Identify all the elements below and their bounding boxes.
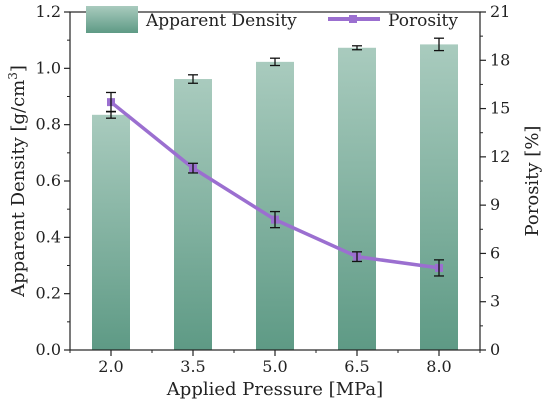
y-right-tick-label-21: 21	[490, 2, 510, 21]
y-right-tick-label-18: 18	[490, 50, 510, 69]
bar-errorbars-layer	[106, 37, 444, 119]
porosity-errorbar-8.0	[434, 259, 444, 277]
density-errorbar-5.0	[270, 57, 280, 67]
density-bar-8.0	[420, 44, 458, 351]
y-left-tick-label-0.0: 0.0	[36, 340, 61, 359]
y-right-tick-label-15: 15	[490, 99, 510, 118]
axes-layer: 2.0 3.5 5.0 6.5 8.0 0.0 0.2 0.4 0.6 0.8 1.0 1.2 0 3 6 9…	[36, 2, 511, 376]
x-tick-label-6.5: 6.5	[344, 357, 369, 376]
y-left-tick-label-0.2: 0.2	[36, 284, 61, 303]
x-axis-title: Applied Pressure [MPa]	[166, 379, 383, 400]
y-left-tick-label-0.6: 0.6	[36, 171, 61, 190]
porosity-errorbar-5.0	[270, 210, 280, 229]
y-right-tick-label-12: 12	[490, 147, 510, 166]
y-left-tick-label-0.4: 0.4	[36, 227, 61, 246]
density-bar-2.0	[92, 114, 130, 350]
y-left-axis-title: Apparent Density [g/cm3]	[6, 65, 29, 298]
y-left-tick-label-1.2: 1.2	[36, 2, 61, 21]
legend-label-apparent-density: Apparent Density	[145, 11, 297, 31]
x-tick-label-8.0: 8.0	[426, 357, 451, 376]
x-tick-label-2.0: 2.0	[98, 357, 123, 376]
porosity-errorbar-6.5	[352, 251, 362, 263]
density-bar-5.0	[256, 61, 294, 350]
y-right-tick-label-6: 6	[490, 243, 500, 262]
y-right-tick-label-9: 9	[490, 195, 500, 214]
y-right-axis-title: Porosity [%]	[522, 126, 543, 237]
legend-label-porosity: Porosity	[388, 11, 458, 31]
x-tick-label-5.0: 5.0	[262, 357, 287, 376]
density-bar-6.5	[338, 47, 376, 350]
bars-layer	[92, 44, 458, 351]
porosity-errorbar-3.5	[188, 162, 198, 174]
legend-swatch-porosity-marker	[349, 15, 357, 23]
y-right-tick-label-3: 3	[490, 292, 500, 311]
y-left-tick-label-1.0: 1.0	[36, 58, 61, 77]
legend-swatch-apparent-density	[86, 6, 138, 33]
density-errorbar-6.5	[352, 45, 362, 51]
y-left-tick-label-0.8: 0.8	[36, 115, 61, 134]
density-errorbar-8.0	[434, 37, 444, 52]
legend: Apparent Density Porosity	[86, 6, 458, 33]
x-tick-label-3.5: 3.5	[180, 357, 205, 376]
porosity-errorbar-2.0	[106, 91, 116, 113]
porosity-line-layer	[106, 91, 444, 277]
density-errorbar-3.5	[188, 74, 198, 84]
density-bar-3.5	[174, 79, 212, 350]
y-right-tick-label-0: 0	[490, 340, 500, 359]
